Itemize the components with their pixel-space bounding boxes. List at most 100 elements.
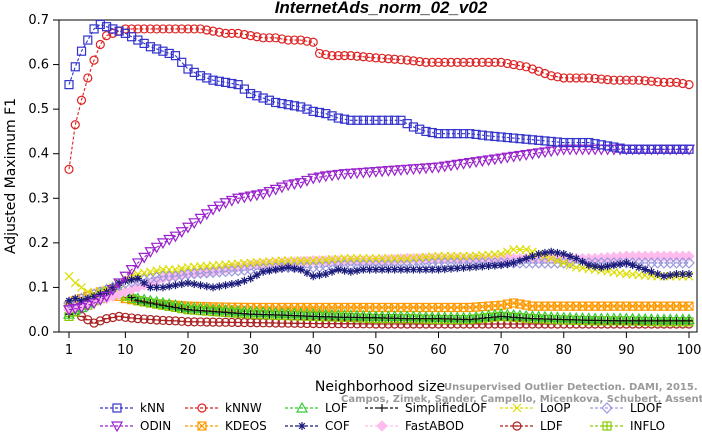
legend-marker-ldof [601, 402, 613, 414]
data-point-knnw [427, 57, 437, 67]
data-point-knnw [139, 24, 149, 34]
legend-item-odin: ODIN [100, 419, 171, 433]
data-point-cof [215, 282, 224, 291]
data-point-knnw [596, 74, 606, 84]
data-point-odin [106, 285, 119, 296]
data-point-loop [452, 251, 462, 261]
data-point-knn [552, 137, 563, 147]
data-point-knnw [483, 57, 494, 67]
legend-item-simplifiedlof: SimplifiedLOF [365, 401, 487, 415]
data-point-knnw [145, 24, 156, 34]
data-point-loop [371, 254, 381, 263]
data-point-cof [165, 282, 174, 291]
data-point-loop [340, 254, 349, 263]
data-point-cof [597, 263, 606, 272]
data-point-cof [221, 281, 230, 290]
data-point-loop [434, 251, 443, 261]
data-point-cof [578, 257, 587, 266]
plot-area [62, 19, 696, 329]
data-point-odin [319, 171, 332, 183]
data-point-knn [427, 127, 437, 138]
data-point-knn [415, 124, 425, 134]
data-point-loop [440, 251, 450, 261]
data-point-knnw [70, 120, 80, 130]
data-point-knnw [496, 57, 506, 67]
data-point-knnw [527, 64, 538, 74]
data-point-knn [189, 67, 199, 77]
data-point-knn [258, 93, 268, 103]
data-point-knnw [177, 24, 187, 34]
legend-marker-lof [295, 401, 309, 413]
data-point-cof [603, 262, 612, 271]
x-tick-label: 30 [242, 343, 259, 358]
data-point-loop [546, 254, 556, 263]
data-point-ldof [150, 271, 163, 284]
data-point-knn [684, 144, 694, 154]
data-point-knnw [283, 35, 293, 45]
legend-label-inflo: INFLO [630, 419, 665, 433]
x-tick-label: 1 [65, 343, 73, 358]
data-point-knn [352, 115, 362, 125]
data-point-knnw [202, 25, 212, 35]
data-point-loop [396, 254, 406, 263]
data-point-ldof [225, 265, 238, 277]
data-point-odin [275, 182, 288, 194]
legend-marker-loop [512, 403, 522, 413]
data-point-knnw [628, 75, 638, 85]
data-point-loop [158, 265, 168, 275]
data-point-simplifiedlof [685, 316, 693, 325]
data-point-cof [559, 250, 568, 258]
data-point-odin [300, 175, 313, 187]
data-point-odin [488, 154, 501, 166]
data-point-cof [321, 270, 330, 279]
data-point-knn [302, 104, 312, 114]
legend-item-ldf: LDF [500, 419, 563, 433]
data-point-odin [326, 170, 339, 182]
data-point-knnw [502, 58, 512, 69]
data-point-odin [419, 163, 432, 175]
data-point-odin [94, 295, 107, 306]
data-point-simplifiedlof [490, 313, 499, 322]
data-point-knn [483, 131, 494, 141]
data-point-loop [459, 251, 468, 261]
chart-title: InternetAds_norm_02_v02 [275, 0, 488, 17]
data-point-knn [590, 139, 600, 149]
data-point-cof [202, 282, 211, 291]
data-point-cof [353, 266, 362, 275]
data-point-knn [665, 144, 675, 154]
data-point-cof [346, 267, 355, 276]
data-point-odin [344, 168, 357, 180]
data-point-knn [465, 129, 475, 139]
data-point-cof [685, 270, 693, 279]
data-point-odin [188, 218, 201, 230]
data-point-loop [70, 278, 80, 288]
data-point-knnw [252, 32, 262, 42]
legend-label-ldof: LDOF [630, 401, 662, 415]
data-point-knnw [214, 27, 224, 37]
data-point-knn [584, 137, 594, 148]
data-point-knnw [471, 57, 481, 67]
data-point-cof [309, 272, 318, 281]
data-point-knn [659, 144, 669, 154]
data-point-odin [138, 252, 151, 264]
data-point-odin [332, 169, 345, 181]
data-point-cof [584, 261, 593, 270]
data-point-cof [271, 265, 280, 274]
data-point-knnw [659, 77, 669, 88]
data-point-knnw [490, 57, 500, 67]
data-point-knnw [258, 33, 268, 43]
data-point-knnw [352, 51, 362, 61]
data-point-ldof [213, 265, 226, 278]
data-point-cof [484, 262, 493, 271]
legend-marker-kdeos [197, 421, 207, 431]
data-point-ldof [207, 266, 219, 279]
data-point-knnw [615, 75, 625, 85]
data-point-cof [609, 261, 618, 270]
data-point-ldof [232, 264, 244, 277]
data-point-knn [70, 62, 80, 72]
data-point-cof [666, 271, 675, 280]
data-point-cof [616, 260, 625, 269]
data-point-knnw [183, 24, 193, 34]
data-point-cof [528, 252, 537, 261]
data-point-knnw [634, 75, 644, 85]
